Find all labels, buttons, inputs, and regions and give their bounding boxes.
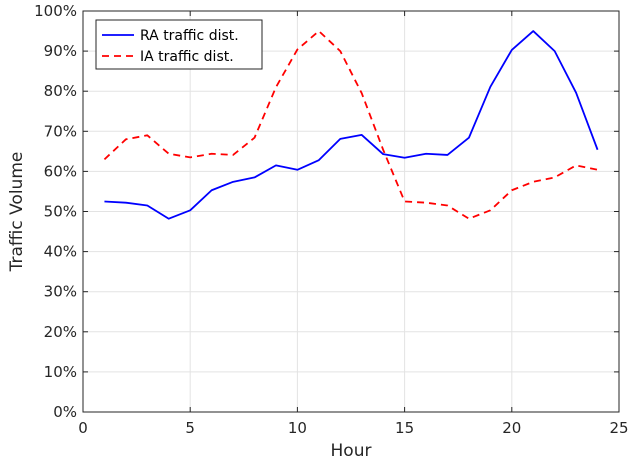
x-tick-label: 25 <box>609 419 628 437</box>
x-tick-label: 0 <box>78 419 88 437</box>
y-tick-label: 30% <box>44 283 77 301</box>
legend-box <box>95 19 263 70</box>
y-tick-label: 70% <box>44 122 77 140</box>
legend-label-1: RA traffic dist. <box>140 28 239 44</box>
series-line-2 <box>103 30 598 220</box>
x-axis-title: Hour <box>331 441 372 461</box>
y-tick-label: 0% <box>53 403 77 421</box>
y-axis-title: Traffic Volume <box>7 152 27 273</box>
y-tick-label: 100% <box>34 2 77 20</box>
x-tick-label: 10 <box>288 419 307 437</box>
y-tick-label: 40% <box>44 243 77 261</box>
series-line-1 <box>104 30 599 220</box>
x-axis-ticks: 0 5 10 15 20 25 <box>78 11 629 437</box>
y-tick-label: 10% <box>44 363 77 381</box>
x-tick-label: 20 <box>502 419 521 437</box>
y-tick-label: 20% <box>44 323 77 341</box>
legend: RA traffic dist. IA traffic dist. <box>95 19 263 70</box>
y-tick-label: 90% <box>44 42 77 60</box>
x-tick-label: 5 <box>185 419 195 437</box>
series-layer <box>103 30 599 220</box>
y-tick-label: 80% <box>44 82 77 100</box>
y-tick-label: 50% <box>44 203 77 221</box>
grid-lines <box>83 11 619 412</box>
y-axis-ticks: 0% 10% 20% 30% 40% 50% 60% 70% 80% 90% 100% <box>34 2 619 421</box>
x-tick-label: 15 <box>395 419 414 437</box>
y-tick-label: 60% <box>44 162 77 180</box>
legend-label-2: IA traffic dist. <box>140 49 234 65</box>
